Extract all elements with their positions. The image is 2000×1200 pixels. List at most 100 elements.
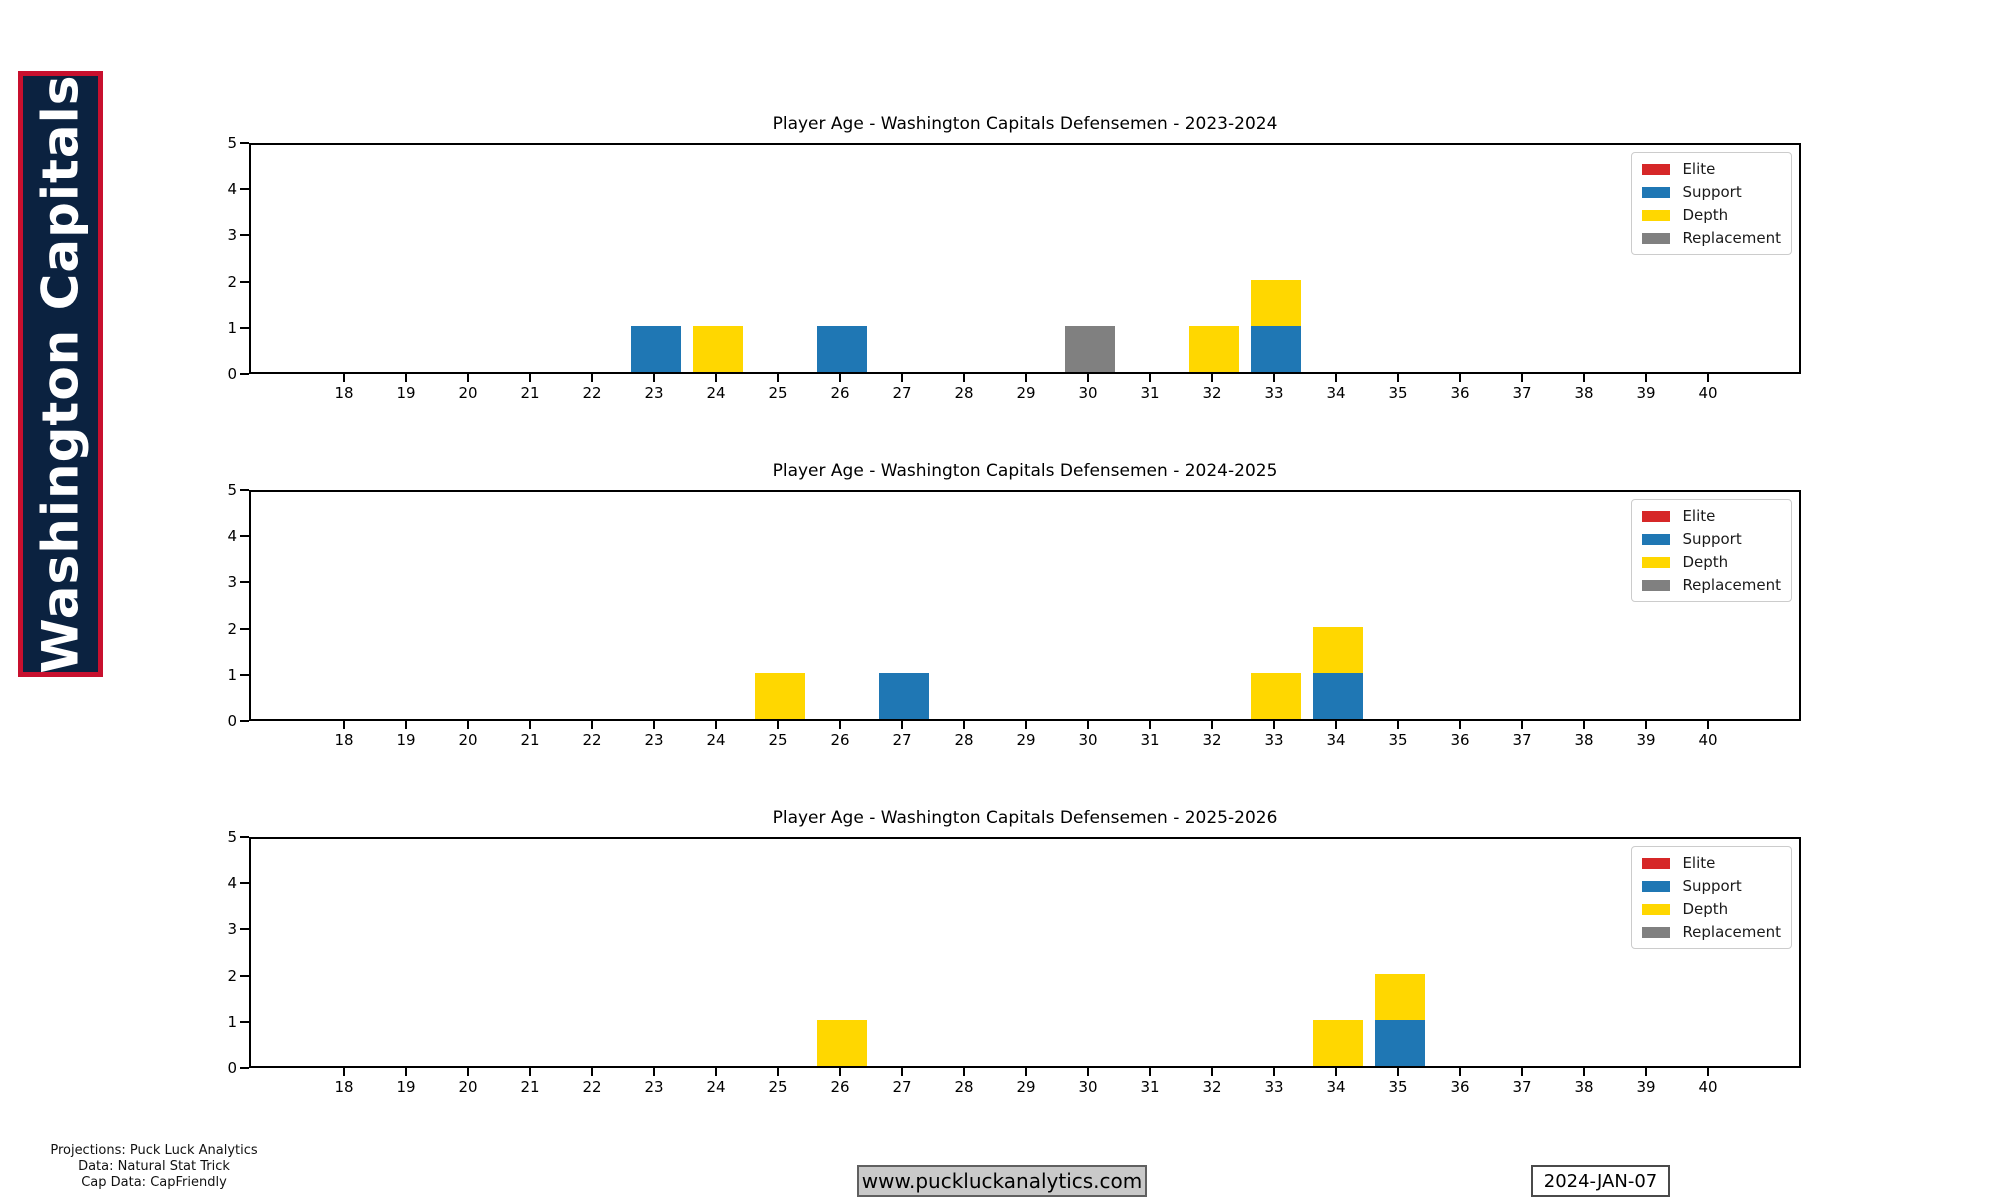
x-tick-label: 40 — [1698, 384, 1718, 402]
x-tick-label: 33 — [1264, 1078, 1284, 1096]
bar-segment-support — [1375, 1019, 1425, 1066]
y-tick-mark — [240, 1067, 249, 1069]
legend-item-depth: Depth — [1642, 901, 1781, 917]
x-tick-mark — [1273, 1068, 1275, 1076]
x-tick-label: 32 — [1202, 384, 1222, 402]
y-tick-mark — [240, 836, 249, 838]
x-tick-label: 34 — [1326, 731, 1346, 749]
x-tick-label: 23 — [644, 384, 664, 402]
legend-label: Elite — [1682, 854, 1716, 872]
x-tick-label: 37 — [1512, 1078, 1532, 1096]
x-tick-mark — [901, 374, 903, 382]
x-tick-mark — [1521, 721, 1523, 729]
x-tick-label: 19 — [396, 731, 416, 749]
legend-box: Elite Support Depth Replacement — [1631, 499, 1792, 602]
x-tick-mark — [467, 1068, 469, 1076]
legend-swatch-support — [1642, 880, 1671, 892]
x-tick-mark — [1521, 374, 1523, 382]
x-tick-mark — [591, 721, 593, 729]
x-tick-label: 37 — [1512, 384, 1532, 402]
bar-segment-depth — [1313, 626, 1363, 673]
y-tick-mark — [240, 489, 249, 491]
x-tick-label: 31 — [1140, 1078, 1160, 1096]
y-tick-mark — [240, 373, 249, 375]
y-tick-label: 5 — [227, 481, 237, 499]
y-tick-mark — [240, 974, 249, 977]
credits-line-cap: Cap Data: CapFriendly — [81, 1175, 227, 1190]
x-tick-mark — [591, 374, 593, 382]
credits-line-projections: Projections: Puck Luck Analytics — [50, 1143, 258, 1158]
y-tick-mark — [240, 673, 249, 676]
y-tick-label: 0 — [227, 712, 237, 730]
x-tick-mark — [901, 721, 903, 729]
legend-item-support: Support — [1642, 531, 1781, 547]
x-tick-mark — [343, 374, 345, 382]
legend-item-support: Support — [1642, 878, 1781, 894]
bar-segment-depth — [1189, 325, 1239, 372]
x-tick-label: 30 — [1078, 1078, 1098, 1096]
x-tick-mark — [1707, 721, 1709, 729]
y-tick-label: 5 — [227, 828, 237, 846]
x-tick-mark — [529, 721, 531, 729]
x-tick-label: 35 — [1388, 1078, 1408, 1096]
legend-swatch-replacement — [1642, 926, 1671, 938]
x-tick-label: 38 — [1574, 731, 1594, 749]
chart-title: Player Age - Washington Capitals Defense… — [772, 808, 1278, 828]
x-tick-mark — [839, 1068, 841, 1076]
legend-label: Support — [1682, 877, 1742, 895]
x-tick-mark — [1459, 1068, 1461, 1076]
legend-box: Elite Support Depth Replacement — [1631, 152, 1792, 255]
x-tick-label: 39 — [1636, 731, 1656, 749]
x-tick-mark — [1645, 374, 1647, 382]
y-tick-label: 1 — [227, 665, 237, 684]
legend-label: Depth — [1682, 900, 1729, 918]
bar-segment-support — [879, 672, 929, 719]
x-tick-label: 33 — [1264, 731, 1284, 749]
x-tick-mark — [529, 374, 531, 382]
y-tick-label: 0 — [227, 365, 237, 383]
x-tick-label: 31 — [1140, 731, 1160, 749]
y-tick-mark — [240, 1020, 249, 1023]
x-tick-mark — [1211, 374, 1213, 382]
x-tick-mark — [467, 721, 469, 729]
website-text: www.puckluckanalytics.com — [861, 1169, 1143, 1193]
y-tick-label: 3 — [227, 573, 237, 592]
x-tick-mark — [777, 721, 779, 729]
x-tick-mark — [1273, 374, 1275, 382]
y-tick-mark — [240, 720, 249, 722]
x-tick-mark — [591, 1068, 593, 1076]
x-tick-label: 28 — [954, 1078, 974, 1096]
x-tick-mark — [1273, 721, 1275, 729]
x-tick-label: 24 — [706, 384, 726, 402]
bar-segment-support — [1251, 325, 1301, 372]
x-tick-mark — [1087, 721, 1089, 729]
legend-label: Replacement — [1682, 923, 1781, 941]
legend-label: Elite — [1682, 160, 1716, 178]
x-tick-mark — [529, 1068, 531, 1076]
date-text: 2024-JAN-07 — [1543, 1170, 1658, 1192]
x-tick-mark — [1149, 721, 1151, 729]
website-box: www.puckluckanalytics.com — [857, 1165, 1147, 1197]
x-tick-mark — [1025, 374, 1027, 382]
x-tick-mark — [1645, 721, 1647, 729]
x-tick-mark — [839, 721, 841, 729]
x-tick-label: 27 — [892, 731, 912, 749]
chart-title: Player Age - Washington Capitals Defense… — [772, 461, 1278, 481]
y-tick-mark — [240, 234, 249, 237]
legend-swatch-support — [1642, 533, 1671, 545]
y-tick-mark — [240, 142, 249, 144]
legend-item-replacement: Replacement — [1642, 230, 1781, 246]
x-tick-label: 40 — [1698, 1078, 1718, 1096]
x-tick-label: 35 — [1388, 384, 1408, 402]
legend-label: Depth — [1682, 553, 1729, 571]
x-tick-label: 26 — [830, 384, 850, 402]
x-tick-label: 36 — [1450, 731, 1470, 749]
x-tick-mark — [1397, 721, 1399, 729]
x-tick-mark — [777, 1068, 779, 1076]
x-tick-label: 26 — [830, 731, 850, 749]
x-tick-mark — [1645, 1068, 1647, 1076]
y-tick-label: 3 — [227, 920, 237, 939]
bar-segment-depth — [693, 325, 743, 372]
y-tick-label: 2 — [227, 272, 237, 291]
